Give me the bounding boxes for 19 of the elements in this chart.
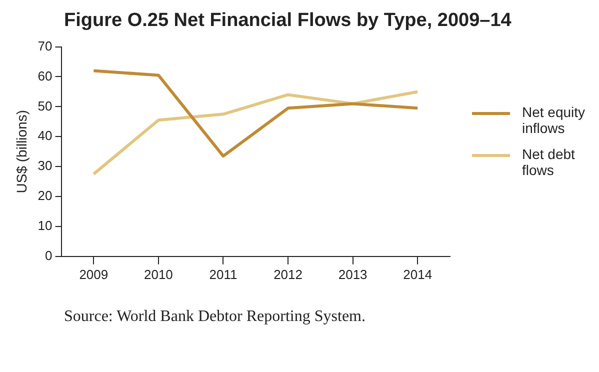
chart-title: Figure O.25 Net Financial Flows by Type, 2009–14: [64, 10, 512, 32]
x-tick-label: 2014: [403, 266, 432, 282]
y-tick-label: 0: [45, 248, 52, 263]
x-tick-label: 2012: [274, 266, 302, 282]
y-tick-label: 40: [38, 128, 52, 144]
y-tick-label: 30: [38, 158, 52, 174]
source-note: Source: World Bank Debtor Reporting System.: [64, 308, 366, 326]
y-tick-label: 20: [38, 188, 52, 204]
y-tick-label: 50: [38, 98, 52, 114]
y-tick-label: 10: [38, 218, 52, 234]
x-tick-label: 2010: [144, 266, 173, 282]
legend-label: Net debt flows: [522, 146, 576, 178]
y-tick-label: 70: [38, 38, 52, 54]
x-tick-label: 2013: [338, 266, 368, 282]
y-tick-label: 60: [38, 68, 52, 84]
legend-label: Net equity inflows: [522, 104, 586, 136]
x-tick-label: 2009: [79, 266, 108, 282]
y-axis-title: US$ (billions): [13, 110, 30, 194]
x-tick-label: 2011: [209, 266, 238, 282]
